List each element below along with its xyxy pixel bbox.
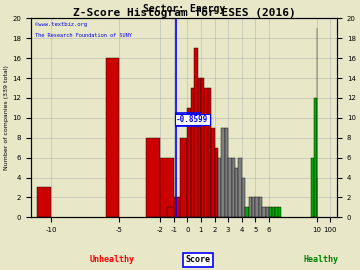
Bar bbox=[211, 128, 215, 217]
Bar bbox=[228, 158, 231, 217]
Bar bbox=[269, 207, 272, 217]
Title: Z-Score Histogram for ESES (2016): Z-Score Histogram for ESES (2016) bbox=[72, 8, 295, 18]
Bar bbox=[198, 78, 201, 217]
Bar bbox=[266, 207, 269, 217]
Bar bbox=[201, 78, 204, 217]
Bar bbox=[37, 187, 51, 217]
Text: Healthy: Healthy bbox=[303, 255, 338, 264]
Bar bbox=[194, 48, 198, 217]
Bar bbox=[231, 158, 235, 217]
Bar bbox=[275, 207, 278, 217]
Bar bbox=[314, 98, 317, 217]
Bar bbox=[167, 207, 174, 217]
Bar bbox=[278, 207, 281, 217]
Bar bbox=[191, 88, 194, 217]
Text: Unhealthy: Unhealthy bbox=[90, 255, 135, 264]
Bar bbox=[208, 88, 211, 217]
Bar bbox=[252, 197, 255, 217]
Bar bbox=[272, 207, 275, 217]
Bar bbox=[245, 207, 249, 217]
Bar bbox=[147, 138, 160, 217]
Bar bbox=[105, 58, 119, 217]
Text: ©www.textbiz.org: ©www.textbiz.org bbox=[35, 22, 87, 27]
Bar bbox=[180, 138, 187, 217]
Bar bbox=[215, 148, 218, 217]
Bar bbox=[235, 168, 238, 217]
Bar bbox=[255, 197, 259, 217]
Bar bbox=[225, 128, 228, 217]
Bar bbox=[311, 158, 314, 217]
Bar bbox=[174, 197, 180, 217]
Bar bbox=[262, 207, 266, 217]
Text: The Research Foundation of SUNY: The Research Foundation of SUNY bbox=[35, 33, 132, 38]
Y-axis label: Number of companies (339 total): Number of companies (339 total) bbox=[4, 65, 9, 170]
Bar bbox=[238, 158, 242, 217]
Text: Sector: Energy: Sector: Energy bbox=[143, 4, 225, 14]
Bar bbox=[242, 178, 245, 217]
Bar bbox=[221, 128, 225, 217]
Text: -0.8599: -0.8599 bbox=[176, 115, 209, 124]
Bar bbox=[259, 197, 262, 217]
Bar bbox=[218, 158, 221, 217]
Text: Score: Score bbox=[186, 255, 211, 264]
Bar bbox=[249, 197, 252, 217]
Bar bbox=[204, 88, 208, 217]
Bar bbox=[160, 158, 174, 217]
Bar bbox=[187, 108, 191, 217]
